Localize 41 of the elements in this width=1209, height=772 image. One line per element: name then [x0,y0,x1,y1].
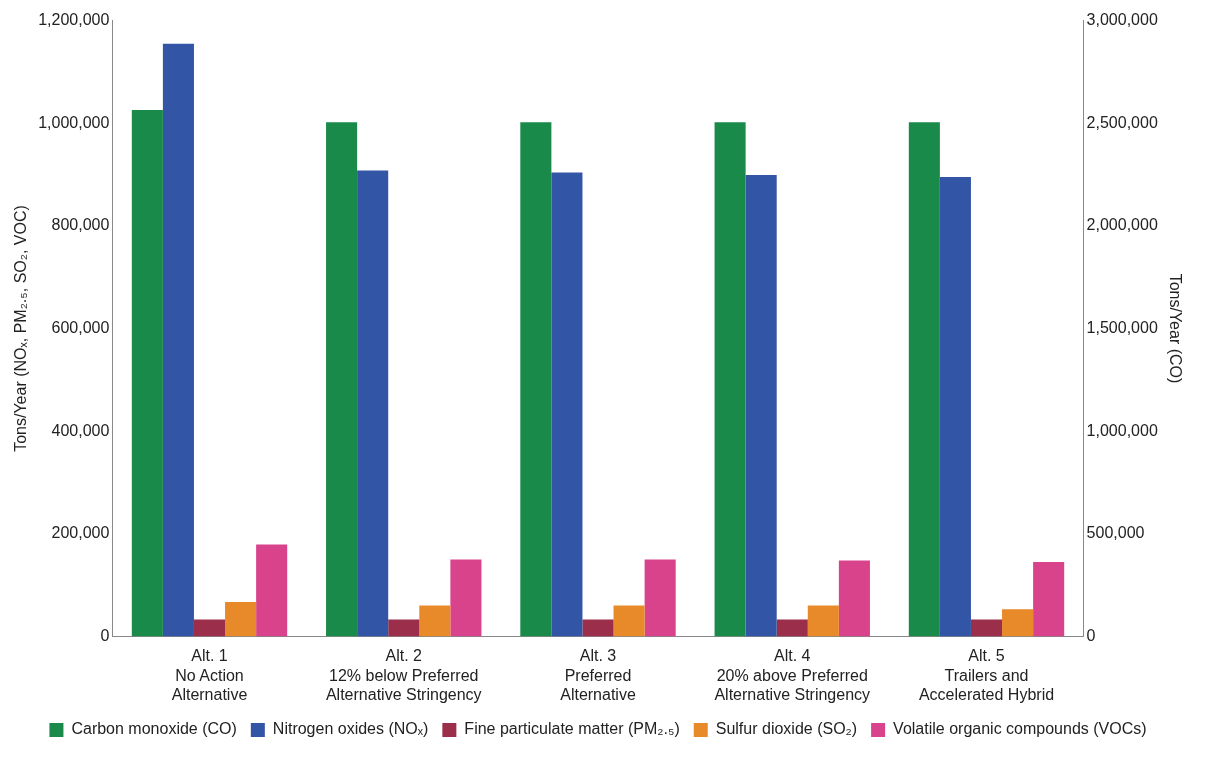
x-tick-label: Alt. 1 No Action Alternative [171,647,248,703]
y2-tick-label: 2,000,000 [1086,216,1158,234]
y-tick-label: 600,000 [51,318,110,336]
y2-tick-label: 1,000,000 [1086,421,1158,439]
bar [807,605,839,637]
legend-label: Nitrogen oxides (NOₓ) [272,720,429,738]
y-tick-label: 800,000 [51,216,110,234]
y-tick-label: 0 [100,626,110,644]
y-tick-label: 1,000,000 [38,113,110,131]
y2-tick-label: 2,500,000 [1086,113,1158,131]
legend-label: Fine particulate matter (PM₂.₅) [464,720,680,738]
bar [1002,609,1034,637]
bar [838,560,870,637]
bar [613,605,645,637]
y-tick-label: 200,000 [51,524,110,542]
y-tick-label: 1,200,000 [38,11,110,29]
x-tick-label: Alt. 4 20% above Preferred Alternative Stringency [714,647,871,703]
x-tick-label: Alt. 5 Trailers and Accelerated Hybrid [918,647,1055,703]
bar [970,619,1003,637]
bar [776,619,808,637]
bar [644,559,676,637]
y2-tick-label: 0 [1086,626,1096,644]
y2-tick-label: 500,000 [1086,524,1145,542]
bar [1033,561,1065,637]
bar [450,559,482,637]
bar [225,602,257,637]
x-tick-label: Alt. 3 Preferred Alternative [560,647,636,703]
x-tick-label: Alt. 2 12% below Preferred Alternative Stringency [325,647,482,703]
bar [419,605,451,637]
y2-tick-label: 1,500,000 [1086,318,1158,336]
y2-tick-label: 3,000,000 [1086,11,1158,29]
y-axis-title: Tons/Year (NOₓ, PM₂.₅, SO₂, VOC) [12,205,30,452]
bar [582,619,614,637]
bar [193,619,226,637]
bar [256,544,288,637]
y-tick-label: 400,000 [51,421,110,439]
bar [388,619,420,637]
legend-label: Volatile organic compounds (VOCs) [893,720,1147,738]
legend-label: Sulfur dioxide (SO₂) [715,720,858,738]
y2-axis-title: Tons/Year (CO) [1166,273,1184,384]
legend-label: Carbon monoxide (CO) [71,720,237,738]
